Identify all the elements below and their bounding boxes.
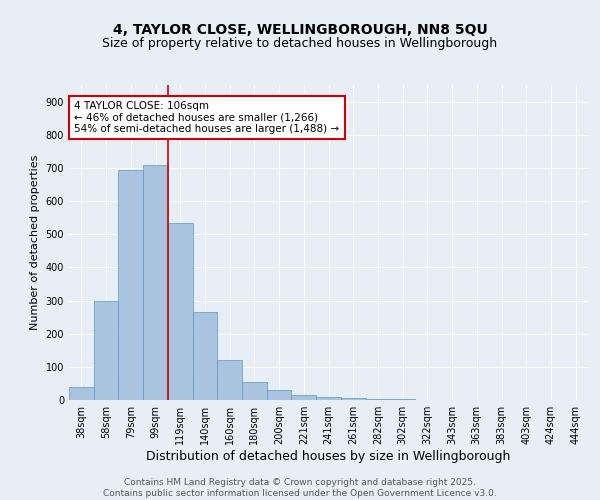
- Bar: [365, 399, 390, 400]
- Text: 4 TAYLOR CLOSE: 106sqm
← 46% of detached houses are smaller (1,266)
54% of semi-: 4 TAYLOR CLOSE: 106sqm ← 46% of detached…: [74, 100, 340, 134]
- Text: Size of property relative to detached houses in Wellingborough: Size of property relative to detached ho…: [103, 38, 497, 51]
- Bar: [316, 398, 341, 400]
- Bar: [242, 382, 267, 400]
- Bar: [168, 222, 193, 400]
- Bar: [193, 312, 217, 400]
- Bar: [94, 300, 118, 400]
- Text: 4, TAYLOR CLOSE, WELLINGBOROUGH, NN8 5QU: 4, TAYLOR CLOSE, WELLINGBOROUGH, NN8 5QU: [113, 22, 487, 36]
- Bar: [217, 360, 242, 400]
- Bar: [267, 390, 292, 400]
- Text: Contains HM Land Registry data © Crown copyright and database right 2025.
Contai: Contains HM Land Registry data © Crown c…: [103, 478, 497, 498]
- Bar: [341, 398, 365, 400]
- Bar: [69, 386, 94, 400]
- Bar: [118, 170, 143, 400]
- X-axis label: Distribution of detached houses by size in Wellingborough: Distribution of detached houses by size …: [146, 450, 511, 463]
- Y-axis label: Number of detached properties: Number of detached properties: [30, 155, 40, 330]
- Bar: [292, 395, 316, 400]
- Bar: [143, 164, 168, 400]
